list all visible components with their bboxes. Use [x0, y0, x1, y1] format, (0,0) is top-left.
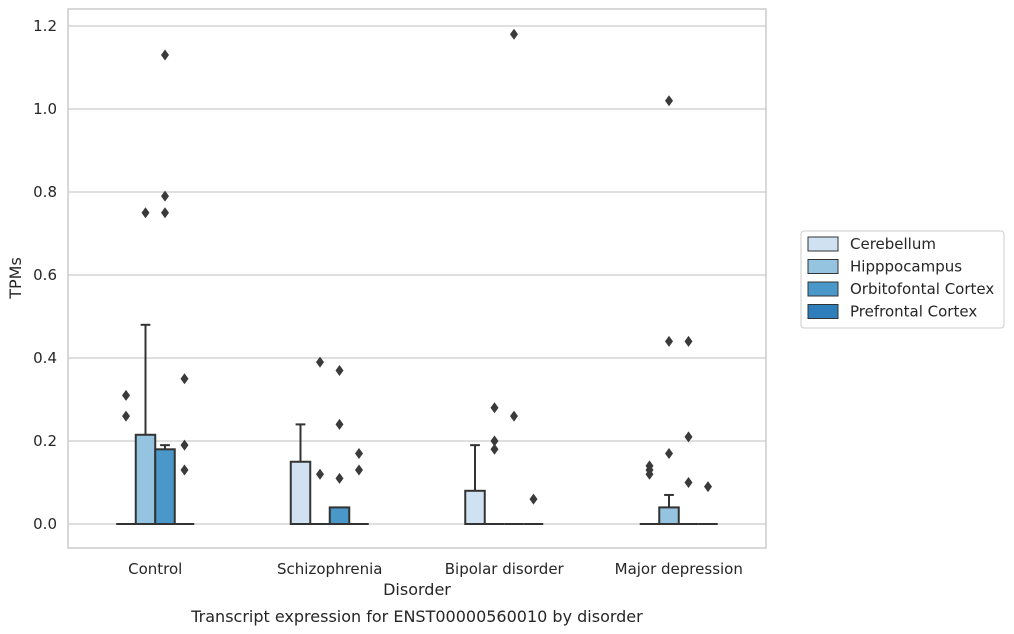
y-axis-label: TPMs [6, 257, 25, 300]
outlier-point [665, 447, 673, 459]
box [464, 489, 486, 525]
box [658, 506, 680, 525]
outlier-point [645, 460, 654, 472]
box [289, 460, 312, 525]
outlier-point [510, 28, 518, 40]
y-tick-label: 0.2 [33, 432, 57, 450]
outlier-point [490, 435, 499, 447]
legend-entry: Orbitofontal Cortex [850, 280, 994, 298]
outlier-point [122, 410, 130, 422]
legend-entry: Cerebellum [850, 235, 936, 253]
outlier-point [490, 402, 499, 414]
outlier-point [180, 464, 189, 476]
outlier-point [161, 190, 169, 202]
legend-swatch [807, 236, 839, 252]
outlier-point [529, 493, 538, 505]
y-axis: 0.0 0.2 0.4 0.6 0.8 1.0 1.2 [33, 17, 57, 533]
outlier-point [180, 439, 189, 451]
x-tick-label: Schizophrenia [277, 560, 382, 578]
boxplot-series [116, 28, 718, 525]
outlier-point [665, 335, 673, 347]
x-axis: Control Schizophrenia Bipolar disorder Majo… [128, 560, 743, 578]
legend-frame [800, 230, 1005, 329]
outlier-point [180, 373, 189, 385]
outlier-point [355, 447, 363, 459]
outlier-point [704, 481, 712, 493]
outlier-point [316, 468, 324, 480]
outlier-point [510, 410, 518, 422]
outlier-point [490, 443, 499, 455]
x-tick-label: Bipolar disorder [445, 560, 565, 578]
legend-entry: Prefrontal Cortex [850, 303, 977, 321]
chart-caption: Transcript expression for ENST0000056001… [190, 607, 643, 626]
outlier-point [335, 418, 344, 430]
box [154, 448, 176, 525]
outlier-point [684, 431, 693, 443]
x-tick-label: Major depression [615, 560, 743, 578]
plot-area [67, 8, 767, 549]
outlier-point [684, 477, 693, 488]
legend-swatch [807, 281, 839, 297]
outlier-point [316, 356, 324, 368]
outlier-point [355, 464, 363, 476]
x-tick-label: Control [128, 560, 182, 578]
outlier-point [161, 49, 169, 61]
outlier-point [161, 207, 169, 219]
legend-entry: Hipppocampus [850, 258, 962, 276]
y-tick-label: 0.6 [33, 266, 57, 284]
y-tick-label: 1.0 [33, 100, 57, 118]
y-tick-label: 0.4 [33, 349, 57, 367]
outlier-point [335, 472, 344, 484]
outlier-point [684, 335, 693, 347]
y-tick-label: 0.8 [33, 183, 57, 201]
y-tick-label: 1.2 [33, 17, 57, 35]
outlier-point [335, 364, 344, 376]
box [134, 433, 157, 525]
legend-swatch [807, 304, 839, 319]
box [328, 506, 351, 525]
legend: Cerebellum Hipppocampus Orbitofontal Corte… [800, 230, 1005, 329]
outlier-point [141, 207, 150, 219]
x-axis-label: Disorder [383, 580, 451, 599]
outlier-point [665, 95, 673, 107]
legend-swatch [807, 259, 839, 274]
outlier-point [122, 389, 130, 401]
y-tick-label: 0.0 [33, 515, 57, 533]
